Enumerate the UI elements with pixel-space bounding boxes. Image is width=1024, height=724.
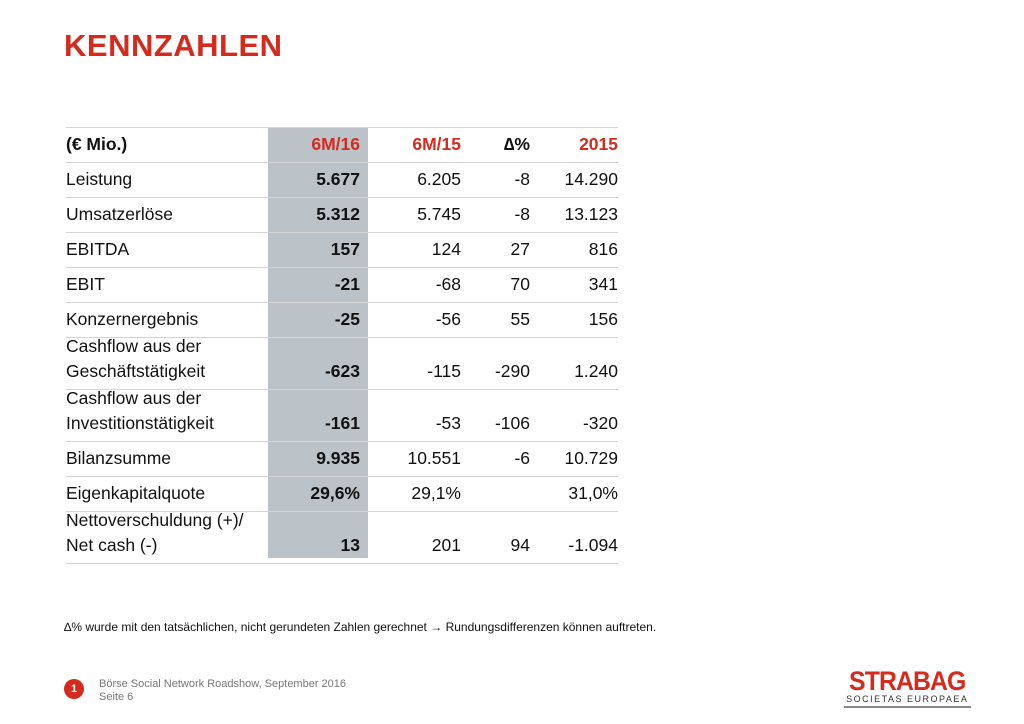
cell-value: 70	[510, 274, 530, 294]
cell-value: -25	[334, 309, 360, 329]
row-label-line1: Eigenkapitalquote	[66, 483, 206, 503]
table-row: Konzernergebnis -25 -56 55 156	[66, 303, 618, 338]
row-label-line2: Investitionstätigkeit	[66, 413, 214, 433]
table-row: EBITDA 157 124 27 816	[66, 233, 618, 268]
cell-value: -68	[435, 274, 461, 294]
row-label-line1: Leistung	[66, 169, 133, 189]
row-label: Eigenkapitalquote	[66, 481, 268, 511]
cell-value: -8	[514, 204, 530, 224]
row-label-line1: Nettoverschuldung (+)/	[66, 510, 244, 530]
kpi-table: (€ Mio.) 6M/16 6M/15 ∆% 2015 Leistung 5.6…	[66, 127, 618, 564]
header-2015: 2015	[579, 134, 618, 154]
cell-value: -623	[324, 361, 360, 381]
cell-value: -320	[582, 413, 618, 433]
row-label: Leistung	[66, 167, 268, 197]
cell-value: 816	[588, 239, 618, 259]
cell-value: 1.240	[574, 361, 618, 381]
row-label: Nettoverschuldung (+)/ Net cash (-)	[66, 508, 268, 563]
cell-value: 5.312	[316, 204, 360, 224]
table-row: Eigenkapitalquote 29,6% 29,1% 31,0%	[66, 477, 618, 512]
cell-value: -53	[435, 413, 461, 433]
row-label-line2: Geschäftstätigkeit	[66, 361, 206, 381]
cell-value: 156	[588, 309, 618, 329]
cell-value: -8	[514, 169, 530, 189]
row-label: Bilanzsumme	[66, 446, 268, 476]
strabag-logo: STRABAG SOCIETAS EUROPAEA	[844, 668, 971, 708]
row-label: Cashflow aus der Investitionstätigkeit	[66, 386, 268, 441]
logo-sub: SOCIETAS EUROPAEA	[844, 694, 971, 708]
table-row: Nettoverschuldung (+)/ Net cash (-) 13 201 9…	[66, 510, 618, 564]
row-label-line1: Cashflow aus der	[66, 388, 202, 408]
cell-value: 29,1%	[411, 483, 461, 503]
cell-value: 13.123	[564, 204, 618, 224]
cell-value: 341	[588, 274, 618, 294]
cell-value: -21	[334, 274, 360, 294]
cell-value: 14.290	[564, 169, 618, 189]
page-title: KENNZAHLEN	[64, 28, 283, 63]
header-unit: (€ Mio.)	[66, 134, 128, 154]
page-badge: 1	[64, 679, 84, 699]
table-row: EBIT -21 -68 70 341	[66, 268, 618, 303]
cell-value: 27	[510, 239, 530, 259]
cell-value: 9.935	[316, 448, 360, 468]
table-row: Umsatzerlöse 5.312 5.745 -8 13.123	[66, 198, 618, 233]
header-delta: ∆%	[503, 134, 530, 154]
cell-value: -56	[435, 309, 461, 329]
row-label: EBITDA	[66, 237, 268, 267]
cell-value: -6	[514, 448, 530, 468]
row-label-line2: Net cash (-)	[66, 535, 158, 555]
cell-value: 5.745	[417, 204, 461, 224]
cell-value: 157	[330, 239, 360, 259]
cell-value: -1.094	[568, 535, 618, 555]
footer-page: Seite 6	[99, 691, 134, 703]
row-label: Umsatzerlöse	[66, 202, 268, 232]
row-label: EBIT	[66, 272, 268, 302]
table-row: Bilanzsumme 9.935 10.551 -6 10.729	[66, 442, 618, 477]
table-row: Cashflow aus der Geschäftstätigkeit -623 -1…	[66, 336, 618, 390]
header-6m15: 6M/15	[412, 134, 461, 154]
table-header: (€ Mio.) 6M/16 6M/15 ∆% 2015	[66, 127, 618, 163]
cell-value	[461, 506, 530, 511]
row-label-line1: Cashflow aus der	[66, 336, 202, 356]
row-label-line1: Bilanzsumme	[66, 448, 172, 468]
cell-value: 6.205	[417, 169, 461, 189]
row-label-line1: EBITDA	[66, 239, 130, 259]
row-label-line1: Konzernergebnis	[66, 309, 199, 329]
cell-value: -115	[427, 361, 461, 381]
footer-text: Börse Social Network Roadshow, September…	[99, 678, 346, 704]
cell-value: 124	[431, 239, 461, 259]
footer-event: Börse Social Network Roadshow, September…	[99, 678, 347, 690]
table-row: Leistung 5.677 6.205 -8 14.290	[66, 163, 618, 198]
row-label: Cashflow aus der Geschäftstätigkeit	[66, 334, 268, 389]
header-6m16: 6M/16	[311, 134, 360, 154]
row-label-line1: Umsatzerlöse	[66, 204, 173, 224]
cell-value: 13	[340, 535, 360, 555]
row-label-line1: EBIT	[66, 274, 105, 294]
footnote: ∆% wurde mit den tatsächlichen, nicht ge…	[64, 620, 657, 634]
highlight-column	[268, 127, 368, 558]
cell-value: -290	[494, 361, 530, 381]
cell-value: -106	[494, 413, 530, 433]
cell-value: 29,6%	[310, 483, 360, 503]
row-label: Konzernergebnis	[66, 307, 268, 337]
cell-value: 10.551	[407, 448, 461, 468]
cell-value: 201	[431, 535, 461, 555]
logo-name: STRABAG	[849, 666, 966, 696]
cell-value: 31,0%	[568, 483, 618, 503]
cell-value: 10.729	[564, 448, 618, 468]
cell-value: 94	[510, 535, 530, 555]
table-row: Cashflow aus der Investitionstätigkeit -16…	[66, 388, 618, 442]
cell-value: 5.677	[316, 169, 360, 189]
cell-value: 55	[510, 309, 530, 329]
cell-value: -161	[324, 413, 360, 433]
